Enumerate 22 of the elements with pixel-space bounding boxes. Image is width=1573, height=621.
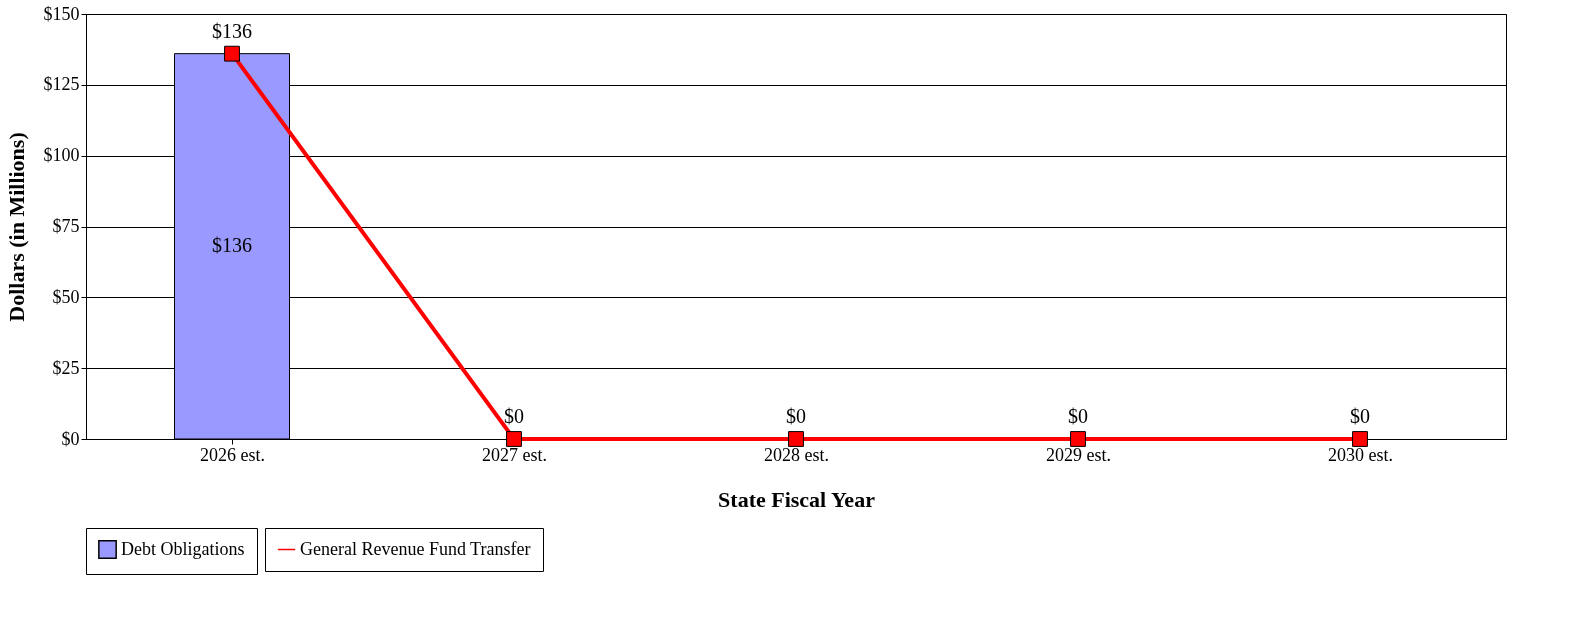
x-axis-title: State Fiscal Year xyxy=(718,486,876,512)
x-tick-label: 2030 est. xyxy=(1328,444,1393,465)
y-tick-label: $50 xyxy=(52,286,80,307)
data-label: $136 xyxy=(212,234,252,257)
x-tick-label: 2029 est. xyxy=(1046,444,1111,465)
legend-label: General Revenue Fund Transfer xyxy=(300,538,531,559)
y-tick-label: $25 xyxy=(52,357,80,378)
y-tick-label: $150 xyxy=(43,3,80,24)
data-label: $136 xyxy=(212,19,252,42)
data-label: $0 xyxy=(1350,405,1370,427)
y-tick-label: $100 xyxy=(43,145,80,166)
data-label: $0 xyxy=(786,405,806,427)
x-tick-label: 2028 est. xyxy=(764,444,829,465)
y-tick-label: $125 xyxy=(43,74,80,95)
y-tick-label: $75 xyxy=(52,216,80,236)
y-tick-label: $0 xyxy=(61,428,80,449)
y-axis-title: Dollars (in Millions) xyxy=(3,132,29,322)
data-label: $0 xyxy=(1068,405,1088,427)
data-label: $0 xyxy=(504,405,524,427)
x-tick-label: 2026 est. xyxy=(200,444,265,465)
legend-label: Debt Obligations xyxy=(121,538,245,559)
x-tick-label: 2027 est. xyxy=(482,444,547,465)
